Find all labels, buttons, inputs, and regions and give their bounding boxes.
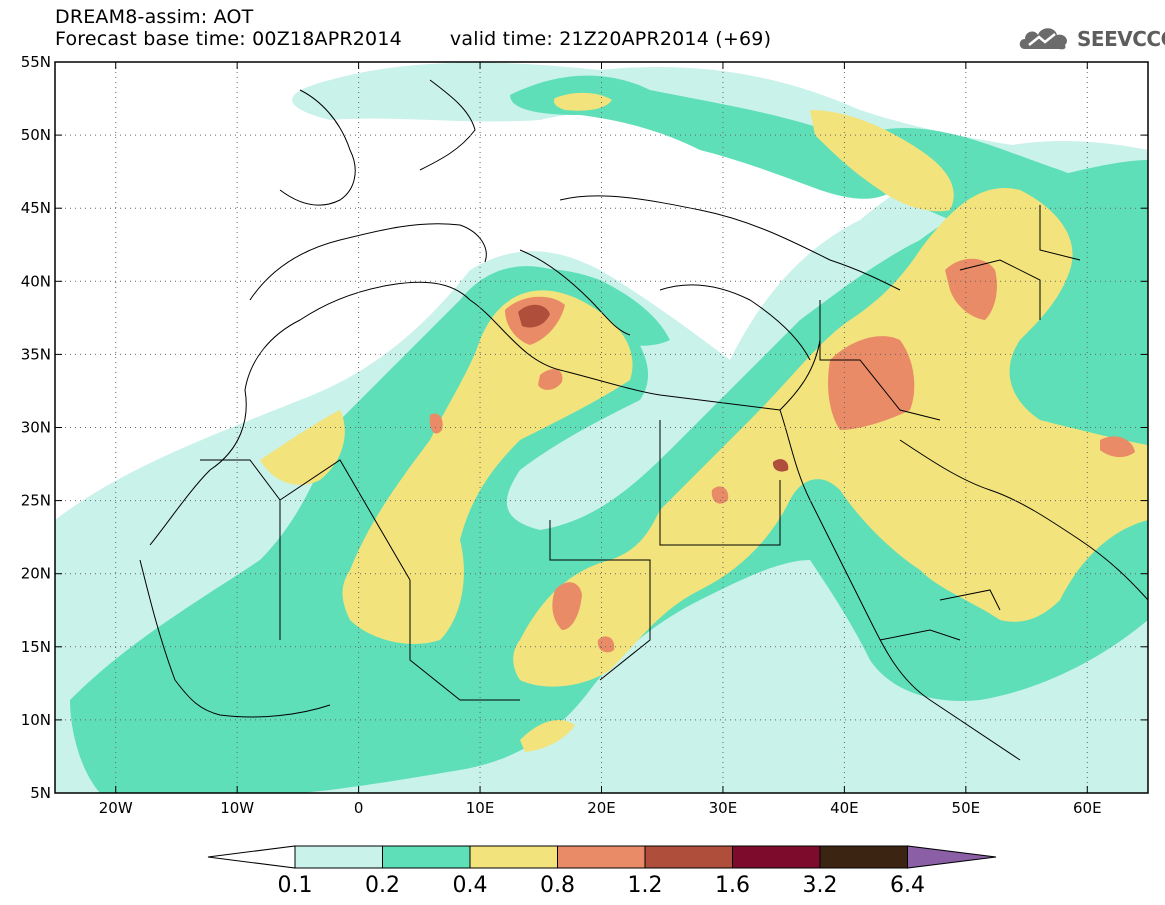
colorbar-label: 0.1 [278,873,313,898]
colorbar-swatch [557,845,646,869]
colorbar-under-arrow [207,845,296,869]
lat-label: 45N [21,199,51,217]
lon-label: 20E [587,799,616,817]
lon-label: 10W [220,799,254,817]
lat-label: 40N [21,272,51,290]
aot-level-0-8 [552,582,582,630]
valid-time-label: valid time: 21Z20APR2014 (+69) [449,28,772,50]
lon-label: 0 [354,799,364,817]
logo-text: SEEVCCC [1077,27,1165,51]
colorbar-swatch [382,845,471,869]
colorbar-swatch [294,845,383,869]
lon-label: 10E [466,799,495,817]
lat-label: 30N [21,419,51,437]
grid-lines [55,62,1148,793]
map-axes: 55N 50N 45N 40N 35N 30N 25N 20N 15N 10N 5N 20W 10W 0 1… [21,53,1148,817]
coastlines [139,79,1148,761]
colorbar-label: 0.2 [365,873,400,898]
colorbar-swatch [469,845,558,869]
colorbar-label: 6.4 [890,873,925,898]
colorbar-swatch [644,845,733,869]
lon-label: 50E [952,799,981,817]
aot-level-0-4 [520,720,575,752]
colorbar: 0.1 0.2 0.4 0.8 1.2 1.6 3.2 6.4 [207,845,997,898]
colorbar-label: 3.2 [803,873,838,898]
lat-label: 10N [21,711,51,729]
lat-label: 35N [21,345,51,363]
base-time-label: Forecast base time: 00Z18APR2014 [55,28,402,50]
lat-label: 25N [21,492,51,510]
colorbar-label: 1.6 [715,873,750,898]
lat-label: 50N [21,126,51,144]
aot-level-0-4 [553,92,612,111]
colorbar-over-arrow [907,845,997,869]
lon-label: 20W [99,799,133,817]
aot-level-0-8 [945,258,997,320]
aot-level-0-4 [260,410,345,485]
lat-label: 55N [21,53,51,71]
aot-level-0-8 [711,486,729,504]
aot-level-0-8 [538,369,563,390]
lat-label: 5N [30,784,51,802]
lon-label: 30E [709,799,738,817]
colorbar-swatch [819,845,908,869]
aot-level-0-8 [429,413,443,434]
aot-level-1-2 [518,304,550,328]
colorbar-swatch [732,845,821,869]
lon-label: 40E [830,799,859,817]
aot-level-0-8 [1100,436,1135,458]
aot-level-0-8 [597,636,615,653]
lat-label: 15N [21,638,51,656]
colorbar-label: 0.4 [453,873,488,898]
lat-label: 20N [21,565,51,583]
colorbar-label: 1.2 [628,873,663,898]
lon-label: 60E [1073,799,1102,817]
colorbar-label: 0.8 [540,873,575,898]
map-title: DREAM8-assim: AOT [55,6,254,28]
forecast-times: Forecast base time: 00Z18APR2014 valid ti… [55,29,771,49]
aot-level-1-2 [772,459,789,472]
cloud-icon [1019,28,1068,50]
aot-level-0-2 [510,75,900,199]
seevccc-logo: SEEVCCC [1017,23,1165,55]
